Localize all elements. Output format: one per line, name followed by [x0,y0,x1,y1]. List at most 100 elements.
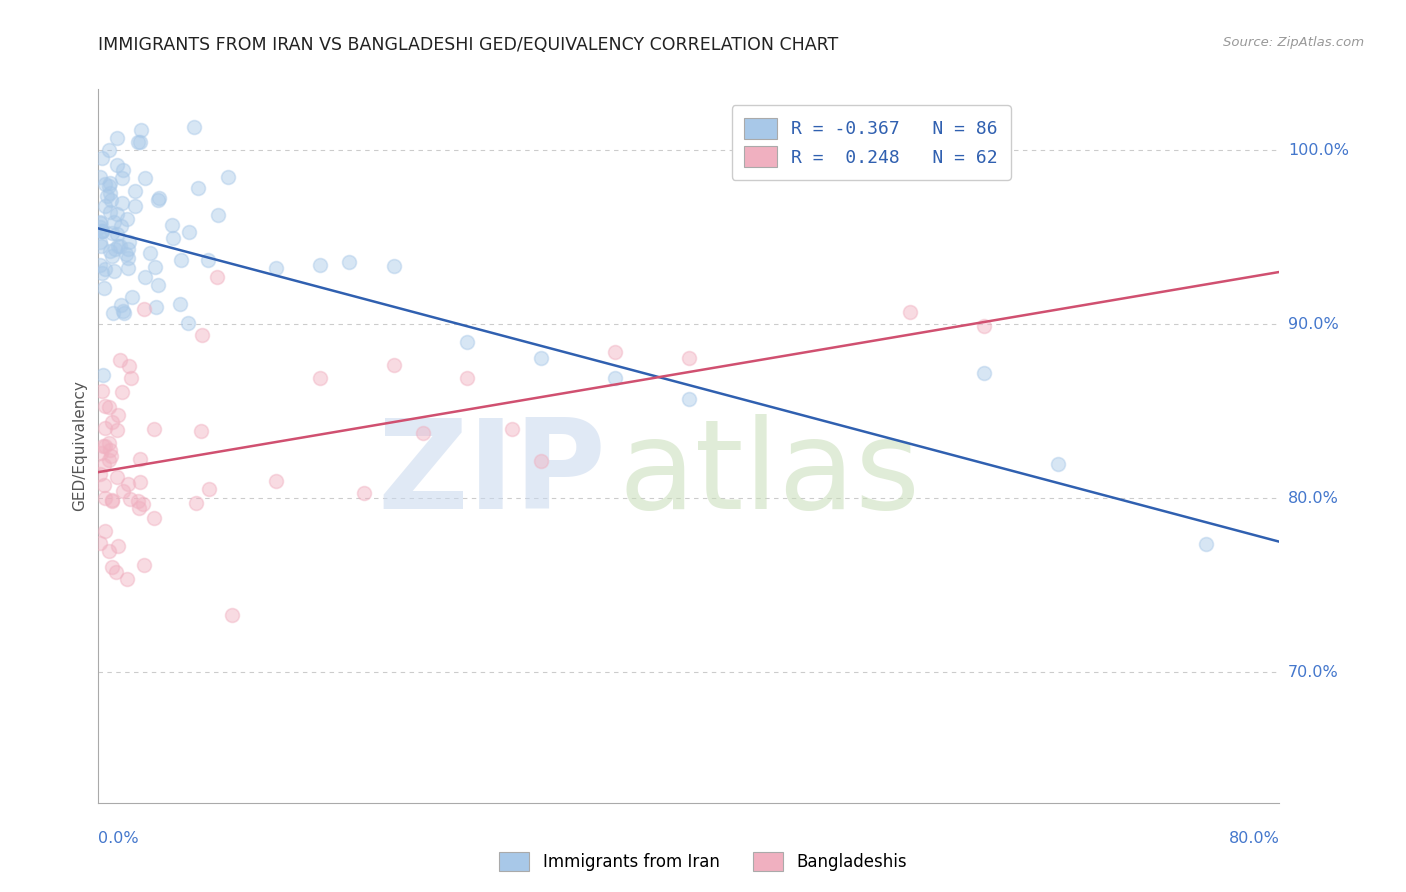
Point [170,253,193,268]
Point [89,467,111,481]
Text: IMMIGRANTS FROM IRAN VS BANGLADESHI GED/EQUIVALENCY CORRELATION CHART: IMMIGRANTS FROM IRAN VS BANGLADESHI GED/… [98,36,838,54]
Point [100,226,122,240]
Point [139,246,162,260]
Point [191,327,214,342]
Point [105,227,128,241]
Point [91,439,114,453]
Point [145,300,167,314]
Point [1195,537,1218,551]
Point [100,186,122,200]
Point [91,223,114,237]
Text: Source: ZipAtlas.com: Source: ZipAtlas.com [1223,36,1364,49]
Point [353,485,375,500]
Point [98,244,121,259]
Point [162,231,184,245]
Point [107,540,129,554]
Point [337,254,360,268]
Point [128,135,150,149]
Point [143,510,166,524]
Point [105,158,128,172]
Point [143,260,166,274]
Point [124,199,146,213]
Point [96,189,118,203]
Point [146,194,169,208]
Point [900,305,922,319]
Point [97,435,120,450]
Point [127,136,149,150]
Point [1046,458,1069,472]
Point [100,560,122,574]
Point [105,130,128,145]
Point [89,235,111,249]
Point [190,424,212,438]
Point [605,371,627,385]
Point [129,475,152,489]
Point [501,422,523,436]
Point [89,258,111,272]
Point [110,239,132,253]
Point [309,258,332,272]
Point [105,207,128,221]
Point [134,269,156,284]
Point [205,270,228,285]
Point [94,261,117,276]
Point [605,344,627,359]
Point [146,277,169,292]
Point [101,494,124,508]
Legend: Immigrants from Iran, Bangladeshis: Immigrants from Iran, Bangladeshis [491,843,915,880]
Point [115,572,138,586]
Point [973,319,995,334]
Point [148,191,170,205]
Point [107,239,129,253]
Text: 70.0%: 70.0% [1288,665,1339,680]
Text: ZIP: ZIP [378,414,606,535]
Point [142,421,165,435]
Point [217,169,239,184]
Point [100,194,122,208]
Point [264,475,287,489]
Point [197,252,219,267]
Point [221,607,243,622]
Point [973,366,995,380]
Point [110,298,132,312]
Point [678,392,700,406]
Point [91,368,114,382]
Point [177,225,200,239]
Point [98,179,121,194]
Point [111,483,134,498]
Legend: R = -0.367   N = 86, R =  0.248   N = 62: R = -0.367 N = 86, R = 0.248 N = 62 [731,105,1011,179]
Point [97,143,120,157]
Point [118,359,141,373]
Point [89,169,111,184]
Point [177,316,200,330]
Point [412,425,434,440]
Point [90,224,112,238]
Point [101,415,124,429]
Point [105,470,128,484]
Point [117,235,139,250]
Text: 90.0%: 90.0% [1288,317,1339,332]
Point [105,565,128,579]
Text: 80.0%: 80.0% [1288,491,1339,506]
Point [117,252,139,266]
Point [111,385,134,400]
Point [129,452,152,467]
Point [93,458,115,472]
Point [132,558,155,572]
Point [111,303,134,318]
Point [91,151,114,165]
Point [678,351,700,365]
Point [111,162,134,177]
Point [131,497,153,511]
Point [530,454,553,468]
Point [89,216,111,230]
Point [183,120,205,134]
Point [382,358,405,372]
Point [112,305,135,319]
Point [120,491,142,506]
Point [98,543,121,558]
Point [94,524,117,538]
Point [132,302,155,317]
Point [97,453,120,467]
Point [207,208,229,222]
